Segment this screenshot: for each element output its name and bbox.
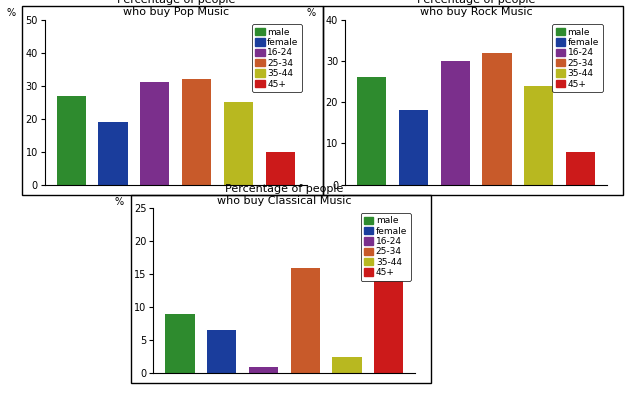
Bar bbox=[566, 152, 595, 185]
Bar bbox=[182, 79, 212, 185]
Bar bbox=[374, 241, 403, 373]
Legend: male, female, 16-24, 25-34, 35-44, 45+: male, female, 16-24, 25-34, 35-44, 45+ bbox=[252, 24, 302, 92]
Text: %: % bbox=[115, 196, 124, 207]
Bar bbox=[440, 61, 470, 185]
Title: Percentage of people
who buy Classical Music: Percentage of people who buy Classical M… bbox=[217, 184, 351, 206]
Title: Percentage of people
who buy Pop Music: Percentage of people who buy Pop Music bbox=[116, 0, 235, 17]
Bar bbox=[266, 152, 295, 185]
Bar bbox=[524, 86, 553, 185]
Bar bbox=[332, 357, 362, 373]
Legend: male, female, 16-24, 25-34, 35-44, 45+: male, female, 16-24, 25-34, 35-44, 45+ bbox=[360, 213, 411, 281]
Legend: male, female, 16-24, 25-34, 35-44, 45+: male, female, 16-24, 25-34, 35-44, 45+ bbox=[552, 24, 603, 92]
Bar bbox=[224, 102, 253, 185]
Bar bbox=[57, 95, 86, 185]
Title: Percentage of people
who buy Rock Music: Percentage of people who buy Rock Music bbox=[417, 0, 535, 17]
Text: %: % bbox=[307, 8, 316, 18]
Bar bbox=[98, 122, 128, 185]
Bar bbox=[291, 268, 320, 373]
Bar bbox=[166, 314, 194, 373]
Bar bbox=[140, 83, 169, 185]
Text: %: % bbox=[6, 8, 15, 18]
Bar bbox=[207, 331, 236, 373]
Bar bbox=[399, 110, 428, 185]
Bar bbox=[249, 367, 278, 373]
Bar bbox=[357, 77, 386, 185]
Bar bbox=[482, 53, 512, 185]
